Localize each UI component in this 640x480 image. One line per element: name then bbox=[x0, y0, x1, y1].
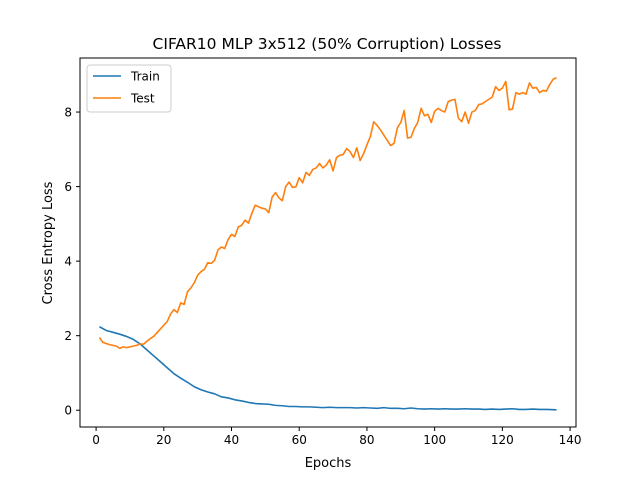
x-tick-label: 120 bbox=[491, 433, 514, 447]
x-tick-label: 40 bbox=[224, 433, 239, 447]
chart-title: CIFAR10 MLP 3x512 (50% Corruption) Losse… bbox=[153, 35, 502, 53]
y-tick-label: 4 bbox=[64, 255, 72, 269]
axes-ticks: 0 20 40 60 80 100 120 140 0 2 4 6 8 bbox=[64, 57, 582, 447]
y-axis-label: Cross Entropy Loss bbox=[41, 181, 56, 304]
x-tick-label: 0 bbox=[92, 433, 100, 447]
x-tick-label: 60 bbox=[292, 433, 307, 447]
legend-label-train: Train bbox=[130, 70, 160, 84]
x-tick-label: 100 bbox=[423, 433, 446, 447]
y-tick-label: 2 bbox=[64, 329, 72, 343]
x-tick-label: 140 bbox=[559, 433, 582, 447]
axes-frame bbox=[79, 57, 577, 428]
y-tick-label: 0 bbox=[64, 404, 72, 418]
y-tick-label: 8 bbox=[64, 106, 72, 120]
series-line-train bbox=[99, 326, 557, 411]
series-line-test bbox=[98, 77, 557, 350]
legend-label-test: Test bbox=[130, 92, 155, 106]
x-tick-label: 80 bbox=[359, 433, 374, 447]
plot-area bbox=[98, 77, 557, 411]
x-tick-label: 20 bbox=[156, 433, 171, 447]
y-tick-label: 6 bbox=[64, 180, 72, 194]
x-axis-label: Epochs bbox=[305, 456, 352, 471]
legend: Train Test bbox=[86, 64, 172, 113]
